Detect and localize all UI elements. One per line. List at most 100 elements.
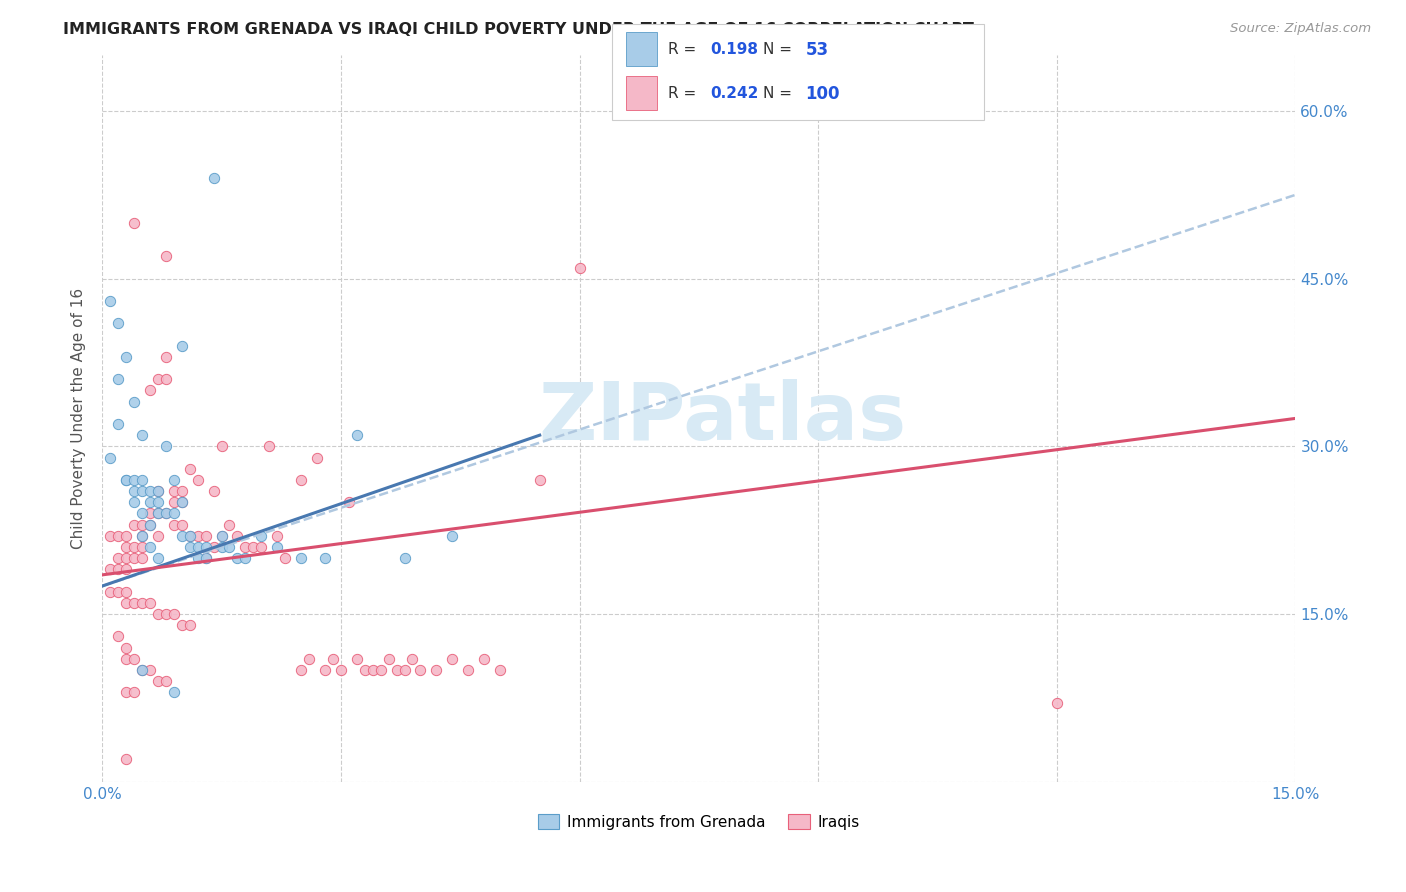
Point — [146, 484, 169, 499]
Point — [98, 293, 121, 308]
Point — [314, 663, 336, 677]
Point — [122, 685, 145, 699]
Point — [122, 651, 145, 665]
Point — [361, 663, 384, 677]
Point — [107, 629, 129, 643]
Point — [163, 607, 186, 621]
Text: 0.242: 0.242 — [710, 87, 758, 102]
Point — [441, 529, 464, 543]
Point — [346, 428, 368, 442]
Point — [115, 651, 138, 665]
Legend: Immigrants from Grenada, Iraqis: Immigrants from Grenada, Iraqis — [531, 807, 866, 836]
Point — [163, 495, 186, 509]
Point — [425, 663, 447, 677]
Point — [266, 540, 288, 554]
Point — [139, 507, 162, 521]
Point — [122, 517, 145, 532]
Point — [98, 450, 121, 465]
Text: R =: R = — [668, 42, 702, 57]
Point — [139, 663, 162, 677]
Point — [226, 529, 249, 543]
Point — [146, 551, 169, 566]
Point — [170, 339, 193, 353]
Text: ZIPatlas: ZIPatlas — [538, 379, 907, 458]
Point — [259, 439, 281, 453]
Point — [409, 663, 432, 677]
Point — [353, 663, 375, 677]
Point — [163, 484, 186, 499]
Point — [1046, 697, 1069, 711]
Point — [163, 685, 186, 699]
Point — [115, 562, 138, 576]
Point — [250, 529, 273, 543]
Point — [194, 551, 217, 566]
Point — [314, 551, 336, 566]
Point — [170, 495, 193, 509]
Point — [170, 495, 193, 509]
Point — [131, 529, 153, 543]
Point — [155, 350, 177, 364]
Point — [457, 663, 479, 677]
Text: 53: 53 — [806, 40, 828, 59]
Point — [401, 651, 423, 665]
Point — [322, 651, 344, 665]
Point — [122, 216, 145, 230]
Point — [107, 372, 129, 386]
Point — [441, 651, 464, 665]
Point — [131, 473, 153, 487]
Point — [218, 517, 240, 532]
Text: IMMIGRANTS FROM GRENADA VS IRAQI CHILD POVERTY UNDER THE AGE OF 16 CORRELATION C: IMMIGRANTS FROM GRENADA VS IRAQI CHILD P… — [63, 22, 974, 37]
Point — [139, 517, 162, 532]
Point — [139, 384, 162, 398]
Point — [131, 551, 153, 566]
Point — [115, 551, 138, 566]
Point — [139, 540, 162, 554]
Point — [115, 350, 138, 364]
Point — [568, 260, 591, 275]
Point — [115, 596, 138, 610]
Point — [202, 484, 225, 499]
Point — [146, 507, 169, 521]
Point — [146, 484, 169, 499]
Point — [122, 495, 145, 509]
Point — [170, 529, 193, 543]
Text: 0.198: 0.198 — [710, 42, 758, 57]
Point — [187, 540, 209, 554]
Point — [274, 551, 297, 566]
Point — [146, 529, 169, 543]
Point — [194, 551, 217, 566]
Point — [235, 551, 257, 566]
Point — [155, 249, 177, 263]
Point — [290, 663, 312, 677]
Point — [131, 517, 153, 532]
Point — [107, 317, 129, 331]
Point — [170, 517, 193, 532]
Point — [179, 461, 201, 475]
Point — [266, 529, 288, 543]
Point — [226, 551, 249, 566]
Point — [211, 529, 233, 543]
Point — [202, 171, 225, 186]
Point — [107, 529, 129, 543]
Point — [235, 540, 257, 554]
Point — [131, 529, 153, 543]
Point — [155, 607, 177, 621]
Point — [122, 596, 145, 610]
Text: N =: N = — [763, 42, 797, 57]
Text: R =: R = — [668, 87, 702, 102]
Text: 100: 100 — [806, 85, 841, 103]
Point — [170, 484, 193, 499]
Point — [146, 607, 169, 621]
Point — [131, 663, 153, 677]
Point — [146, 495, 169, 509]
Point — [179, 529, 201, 543]
Point — [115, 685, 138, 699]
Point — [218, 540, 240, 554]
Point — [329, 663, 352, 677]
Point — [146, 372, 169, 386]
Point — [115, 640, 138, 655]
Point — [179, 540, 201, 554]
Point — [377, 651, 399, 665]
Point — [194, 529, 217, 543]
Point — [211, 529, 233, 543]
